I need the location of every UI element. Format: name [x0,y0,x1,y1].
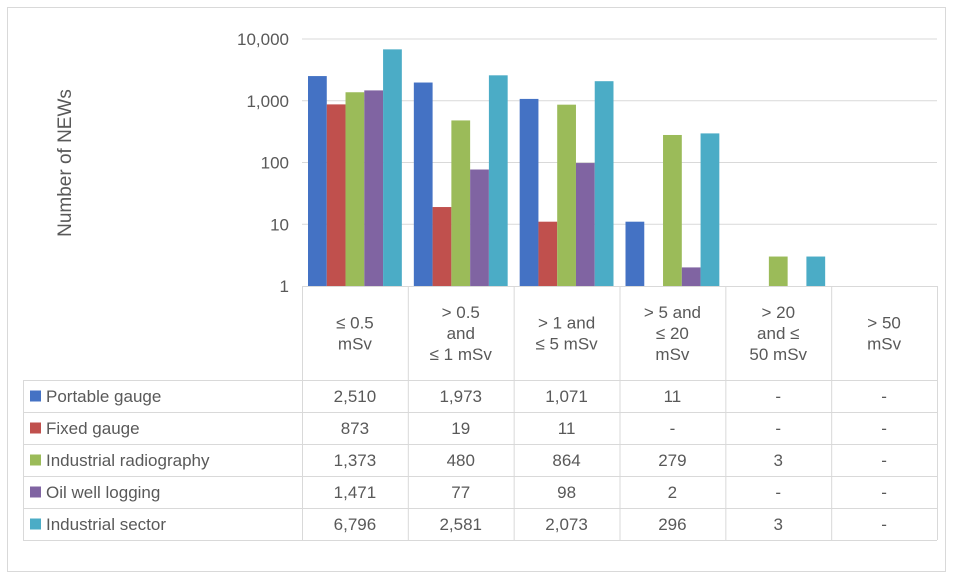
data-label: - [881,515,887,534]
chart-frame [7,7,946,572]
category-label: mSv [655,345,690,364]
bar [451,120,471,287]
bar [681,267,701,286]
bars [308,49,826,287]
gridlines [302,38,937,225]
data-label: - [670,419,676,438]
data-label: 480 [447,451,475,470]
data-label: - [775,483,781,502]
data-label: 2,581 [439,515,482,534]
data-label: 6,796 [334,515,377,534]
data-label: - [881,419,887,438]
category-label: and ≤ [757,324,799,343]
bar [663,134,682,286]
y-tick-label: 1,000 [246,92,289,111]
data-label: 1,973 [439,387,482,406]
category-label: mSv [867,335,902,354]
legend-key [30,390,41,402]
bar [625,221,645,286]
series-name: Industrial sector [46,515,166,534]
data-label: - [775,419,781,438]
series-name: Fixed gauge [46,419,140,438]
bar [432,207,452,286]
category-label: 50 mSv [749,345,807,364]
category-label: > 20 [761,303,795,322]
data-label: 296 [658,515,686,534]
data-label: 77 [451,483,470,502]
category-label: > 1 and [538,314,595,333]
category-label: ≤ 0.5 [336,314,374,333]
data-label: 1,071 [545,387,588,406]
data-label: 3 [774,451,783,470]
category-label: > 0.5 [442,303,480,322]
data-label: 98 [557,483,576,502]
data-label: 279 [658,451,686,470]
bar [413,82,433,286]
data-label: 2 [668,483,677,502]
data-label: 2,510 [334,387,377,406]
data-label: - [775,387,781,406]
y-tick-label: 1 [280,277,289,296]
y-axis-label: Number of NEWs [55,89,76,237]
y-tick-label: 100 [261,154,289,173]
data-label: 864 [552,451,580,470]
legend-key [30,486,41,498]
category-label: ≤ 1 mSv [430,345,493,364]
bar [519,98,539,286]
bar [557,104,576,286]
bar [575,163,595,286]
bar [488,75,508,286]
legend-key [30,454,41,466]
series-name: Industrial radiography [46,451,210,470]
category-label: and [447,324,475,343]
legend-key [30,422,41,434]
bar [308,76,327,286]
bar [326,104,346,286]
category-label: ≤ 5 mSv [535,335,598,354]
series-name: Oil well logging [46,483,160,502]
data-label: - [881,451,887,470]
category-label: > 5 and [644,303,701,322]
category-label: ≤ 20 [656,324,689,343]
category-label: mSv [338,335,373,354]
bar [364,90,384,287]
bar [700,133,720,286]
data-label: 873 [341,419,369,438]
y-tick-label: 10 [270,215,289,234]
bar [806,256,826,286]
bar [345,92,365,286]
data-label: 3 [774,515,783,534]
data-table: ≤ 0.5 mSv > 0.5 and ≤ 1 mSv > 1 and ≤ 5 mSv > 5… [23,286,938,541]
y-axis-ticks: 1 10 100 1,000 10,000 [237,30,289,296]
data-label: 19 [451,419,470,438]
data-label: - [881,483,887,502]
y-tick-label: 10,000 [237,30,289,49]
bar [470,169,489,286]
data-label: 1,471 [334,483,377,502]
data-label: 11 [664,387,682,406]
data-label: 2,073 [545,515,588,534]
data-label: 1,373 [334,451,377,470]
bar [768,256,788,286]
legend-key [30,518,41,530]
category-label: > 50 [867,314,901,333]
data-label: - [881,387,887,406]
data-label: 11 [558,419,576,438]
bar [538,221,558,286]
bar [383,49,402,286]
bar [594,81,614,286]
series-name: Portable gauge [46,387,161,406]
